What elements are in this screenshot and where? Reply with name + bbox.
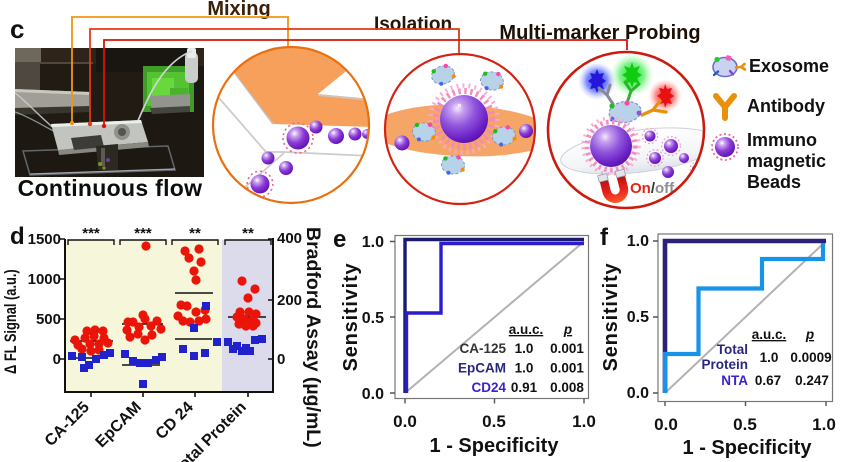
svg-text:0.0: 0.0 [654, 415, 678, 434]
svg-text:e: e [333, 226, 346, 253]
svg-text:0.247: 0.247 [795, 373, 829, 388]
svg-text:c: c [10, 14, 24, 44]
svg-text:Δ FL Signal (a.u.): Δ FL Signal (a.u.) [3, 269, 21, 374]
svg-text:1.0: 1.0 [627, 233, 649, 250]
svg-text:0.5: 0.5 [733, 415, 757, 434]
svg-text:0.0: 0.0 [362, 386, 384, 403]
svg-text:1 - Specificity: 1 - Specificity [430, 435, 560, 457]
svg-text:***: *** [134, 225, 152, 242]
svg-text:Mixing: Mixing [207, 0, 270, 20]
svg-text:0: 0 [277, 351, 285, 368]
svg-text:1.0: 1.0 [812, 415, 836, 434]
svg-text:500: 500 [36, 311, 61, 328]
svg-text:Sensitivity: Sensitivity [340, 263, 362, 372]
svg-text:1.0: 1.0 [515, 361, 534, 376]
svg-text:Bradford Assay (µg/mL): Bradford Assay (µg/mL) [302, 227, 324, 448]
svg-text:1.0: 1.0 [362, 234, 384, 251]
svg-text:a.u.c.: a.u.c. [752, 327, 787, 342]
svg-text:***: *** [82, 225, 100, 242]
svg-text:Sensitivity: Sensitivity [600, 263, 622, 372]
svg-text:0.0: 0.0 [627, 385, 649, 402]
svg-text:0.91: 0.91 [511, 380, 538, 395]
svg-text:Total: Total [717, 342, 748, 357]
svg-text:Multi-marker Probing: Multi-marker Probing [499, 22, 700, 44]
svg-text:d: d [10, 223, 25, 250]
svg-text:EpCAM: EpCAM [458, 361, 506, 376]
svg-text:1.0: 1.0 [515, 341, 534, 356]
svg-text:0.001: 0.001 [550, 341, 584, 356]
svg-text:0.5: 0.5 [482, 412, 506, 431]
svg-text:Immuno: Immuno [747, 130, 817, 150]
svg-text:CD 24: CD 24 [153, 399, 197, 443]
svg-text:f: f [600, 224, 609, 251]
svg-text:Protein: Protein [701, 357, 748, 372]
svg-text:0.0009: 0.0009 [790, 350, 831, 365]
svg-text:Beads: Beads [747, 172, 801, 192]
svg-text:0.5: 0.5 [627, 309, 649, 326]
svg-text:CA-125: CA-125 [42, 399, 93, 450]
svg-text:400: 400 [277, 230, 302, 247]
svg-text:**: ** [242, 225, 254, 242]
svg-text:p: p [563, 322, 572, 337]
svg-text:0: 0 [53, 351, 61, 368]
svg-text:Exosome: Exosome [749, 56, 829, 76]
svg-text:0.67: 0.67 [755, 373, 781, 388]
svg-text:1500: 1500 [28, 231, 61, 248]
svg-text:a.u.c.: a.u.c. [509, 322, 544, 337]
svg-text:0.001: 0.001 [550, 361, 584, 376]
svg-text:0.0: 0.0 [393, 412, 417, 431]
svg-text:1.0: 1.0 [572, 412, 596, 431]
svg-text:p: p [805, 327, 814, 342]
svg-text:1.0: 1.0 [760, 350, 779, 365]
svg-text:magnetic: magnetic [747, 151, 826, 171]
svg-text:Antibody: Antibody [747, 96, 825, 116]
svg-text:1000: 1000 [28, 271, 61, 288]
svg-text:**: ** [189, 225, 201, 242]
svg-text:NTA: NTA [721, 373, 748, 388]
svg-text:1 - Specificity: 1 - Specificity [683, 437, 813, 459]
svg-text:Isolation: Isolation [374, 14, 452, 35]
svg-text:EpCAM: EpCAM [93, 399, 145, 451]
svg-text:CD24: CD24 [471, 380, 506, 395]
svg-text:CA-125: CA-125 [459, 341, 506, 356]
svg-text:0.5: 0.5 [362, 310, 384, 327]
svg-text:200: 200 [277, 292, 302, 309]
svg-text:0.008: 0.008 [550, 380, 584, 395]
svg-text:Continuous flow: Continuous flow [18, 175, 203, 201]
